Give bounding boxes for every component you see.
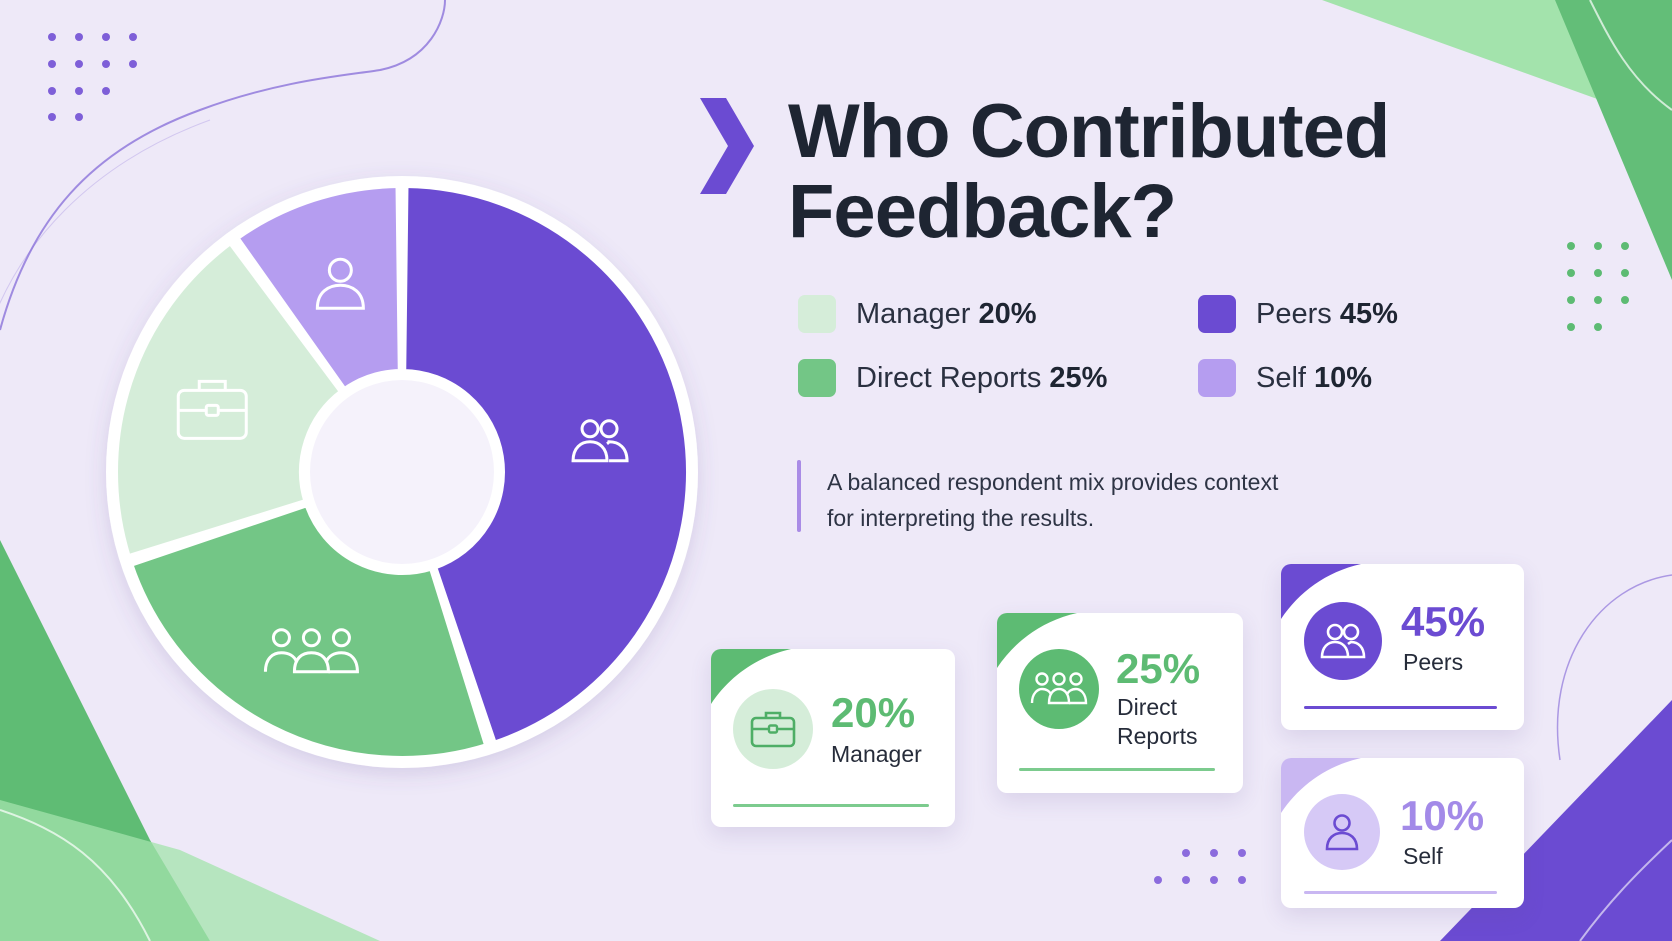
legend-name-manager: Manager	[856, 297, 971, 330]
person-icon	[1325, 814, 1359, 851]
legend-value-direct-reports: 25%	[1049, 361, 1108, 394]
donut-hole	[310, 380, 494, 564]
legend-item-manager: Manager 20%	[798, 294, 1037, 334]
card-corner-accent	[997, 613, 1077, 668]
card-icon-circle	[1304, 794, 1380, 870]
peers-icon	[1320, 623, 1366, 659]
title-line-2: Feedback?	[788, 169, 1177, 254]
dot-grid-top-left	[48, 33, 137, 121]
legend-swatch-peers	[1198, 295, 1236, 333]
note-accent-bar	[797, 460, 801, 532]
card-label: Self	[1403, 843, 1443, 869]
legend-swatch-direct-reports	[798, 359, 836, 397]
legend-swatch-manager	[798, 295, 836, 333]
briefcase-icon	[176, 379, 248, 440]
card-percent: 25%	[1116, 645, 1201, 692]
card-underline	[733, 804, 929, 807]
legend: Manager 20% Peers 45% Direct Reports 25%…	[798, 294, 1438, 424]
stat-card-peers: 45% Peers	[1281, 564, 1524, 730]
stat-card-self: 10% Self	[1281, 758, 1524, 908]
card-underline	[1304, 706, 1497, 709]
legend-value-peers: 45%	[1339, 297, 1398, 330]
card-percent: 45%	[1401, 598, 1486, 645]
legend-value-manager: 20%	[978, 297, 1037, 330]
peers-icon	[571, 419, 629, 463]
person-icon	[315, 257, 365, 310]
legend-name-self: Self	[1256, 361, 1306, 394]
card-label-line-2: Reports	[1117, 723, 1198, 749]
card-icon-circle	[1019, 649, 1099, 729]
chevron-right-icon	[700, 98, 754, 194]
legend-name-direct-reports: Direct Reports	[856, 361, 1042, 394]
legend-item-peers: Peers 45%	[1198, 294, 1398, 334]
note-text: A balanced respondent mix provides conte…	[827, 469, 1279, 531]
legend-name-peers: Peers	[1256, 297, 1332, 330]
page-title: Who Contributed Feedback?	[788, 92, 1488, 252]
card-corner-accent	[711, 649, 791, 704]
card-icon-circle	[733, 689, 813, 769]
card-label-line-1: Direct	[1117, 694, 1178, 720]
card-label: Manager	[831, 741, 922, 767]
legend-item-self: Self 10%	[1198, 358, 1372, 398]
title-line-1: Who Contributed	[788, 89, 1390, 174]
card-corner-accent	[1281, 564, 1361, 619]
dot-grid-right	[1567, 242, 1629, 331]
dot-grid-bottom	[1154, 849, 1246, 884]
card-corner-accent	[1281, 758, 1361, 813]
team-icon	[263, 628, 359, 674]
team-icon	[1030, 672, 1088, 705]
legend-value-self: 10%	[1314, 361, 1373, 394]
card-percent: 20%	[831, 689, 916, 736]
card-label: Peers	[1403, 649, 1464, 675]
card-icon-circle	[1304, 602, 1382, 680]
card-underline	[1019, 768, 1215, 771]
card-percent: 10%	[1400, 792, 1485, 839]
stat-card-manager: 20% Manager	[711, 649, 955, 827]
legend-item-direct-reports: Direct Reports 25%	[798, 358, 1107, 398]
briefcase-icon	[750, 711, 796, 748]
stat-card-direct-reports: 25% Direct Reports	[997, 613, 1243, 793]
card-underline	[1304, 891, 1497, 894]
legend-swatch-self	[1198, 359, 1236, 397]
